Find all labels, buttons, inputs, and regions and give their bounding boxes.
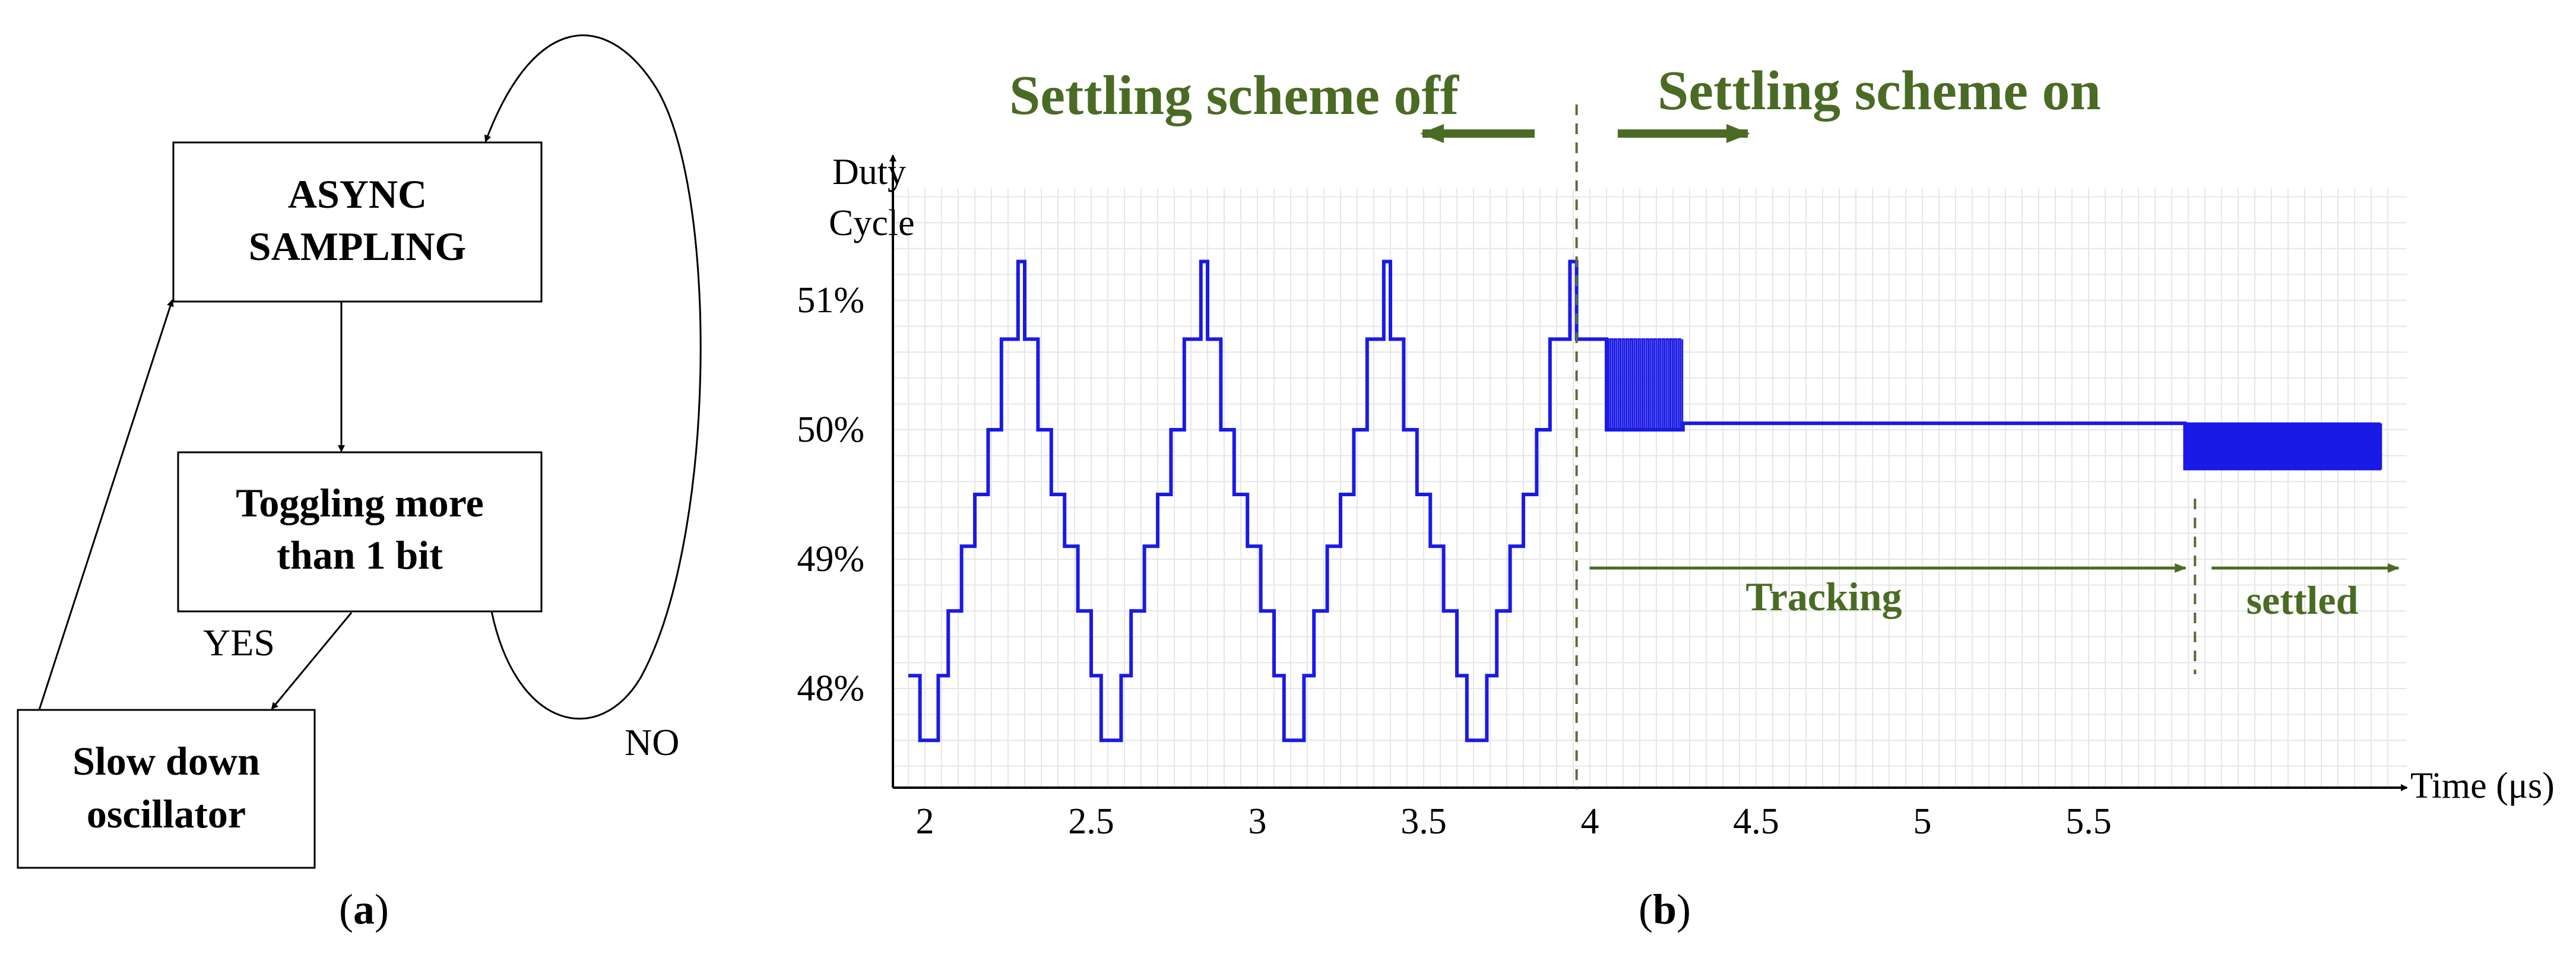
trace-ripple-band (1605, 338, 1684, 431)
settled-label: settled (2247, 578, 2359, 623)
x-tick-label: 3 (1249, 801, 1267, 842)
slow-down-box (17, 709, 316, 869)
x-tick-label: 5.5 (2065, 801, 2112, 842)
toggling-line2: than 1 bit (277, 532, 443, 578)
x-tick-label: 5 (1913, 801, 1932, 842)
flowchart: ASYNC SAMPLING Toggling more than 1 bit … (17, 34, 702, 933)
caption-a: (a) (339, 886, 389, 933)
y-tick-label: 51% (797, 280, 864, 321)
toggling-box (177, 451, 543, 613)
x-tick-label: 3.5 (1401, 801, 1447, 842)
x-tick-label: 2.5 (1068, 801, 1114, 842)
y-tick-label: 48% (797, 668, 864, 709)
tracking-label: Tracking (1745, 574, 1902, 619)
async-sampling-box (172, 141, 543, 303)
y-tick-label: 50% (797, 410, 864, 450)
async-sampling-line1: ASYNC (288, 172, 427, 217)
arrow-slowdown-to-async (38, 299, 174, 711)
settling-on-label: Settling scheme on (1658, 60, 2101, 122)
no-label: NO (625, 721, 679, 763)
x-tick-label: 4.5 (1733, 801, 1779, 842)
toggling-line1: Toggling more (236, 480, 484, 525)
x-axis-label: Time (μs) (2410, 766, 2555, 806)
y-tick-labels: 48% 49% 50% 51% (797, 280, 864, 709)
x-tick-label: 2 (916, 801, 934, 842)
trace-ripple-band (2184, 422, 2382, 470)
slow-down-line2: oscillator (87, 791, 246, 836)
settling-off-label: Settling scheme off (1009, 65, 1460, 126)
loop-arrow-no (484, 34, 702, 720)
caption-b: (b) (1639, 886, 1691, 933)
chart: 2 2.5 3 3.5 4 4.5 5 5.5 48% 49% 50% 51% Duty Cycle… (797, 60, 2554, 933)
slow-down-line1: Slow down (72, 738, 260, 784)
async-sampling-line2: SAMPLING (249, 224, 466, 269)
y-axis-label-line1: Duty (832, 152, 906, 192)
y-axis-label-line2: Cycle (829, 203, 915, 243)
trace-ripple (1605, 338, 2382, 470)
x-tick-label: 4 (1581, 801, 1599, 842)
y-tick-label: 49% (797, 539, 864, 579)
duty-cycle-trace (908, 259, 2381, 743)
yes-label: YES (203, 621, 275, 664)
x-tick-labels: 2 2.5 3 3.5 4 4.5 5 5.5 (916, 801, 2112, 842)
chart-grid (893, 189, 2407, 788)
arrow-toggling-to-slowdown (271, 612, 353, 710)
